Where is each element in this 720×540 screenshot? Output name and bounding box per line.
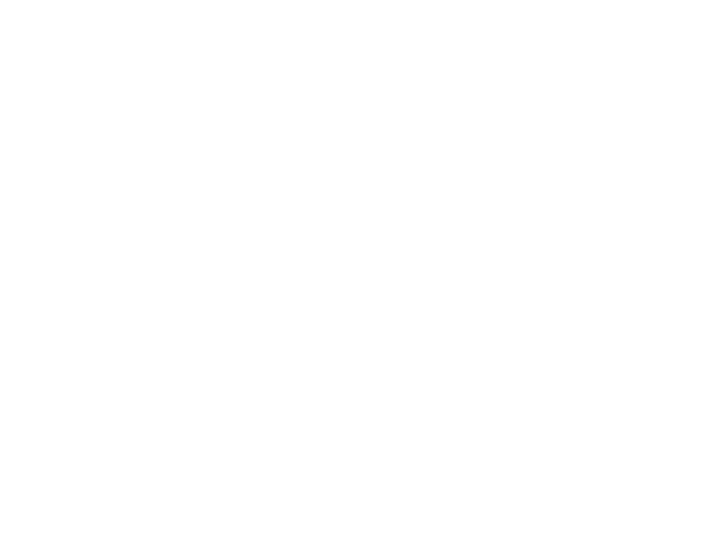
Text: C: C xyxy=(380,136,395,154)
Text: $\mathit{If}$  $\overline{CD}$  $\mathit{is\ the\ bi}$sec$\mathit{tor\ of}$  $\a: $\mathit{If}$ $\overline{CD}$ $\mathit{i… xyxy=(36,189,495,227)
Text: 7: 7 xyxy=(679,519,689,534)
Text: An angle bisector in a triangle separates the opposite side into
segments that h: An angle bisector in a triangle separate… xyxy=(36,118,605,157)
Text: D: D xyxy=(320,456,335,475)
Text: A: A xyxy=(202,374,215,393)
Text: Theorem: Theorem xyxy=(263,46,457,84)
Text: B: B xyxy=(530,447,543,465)
